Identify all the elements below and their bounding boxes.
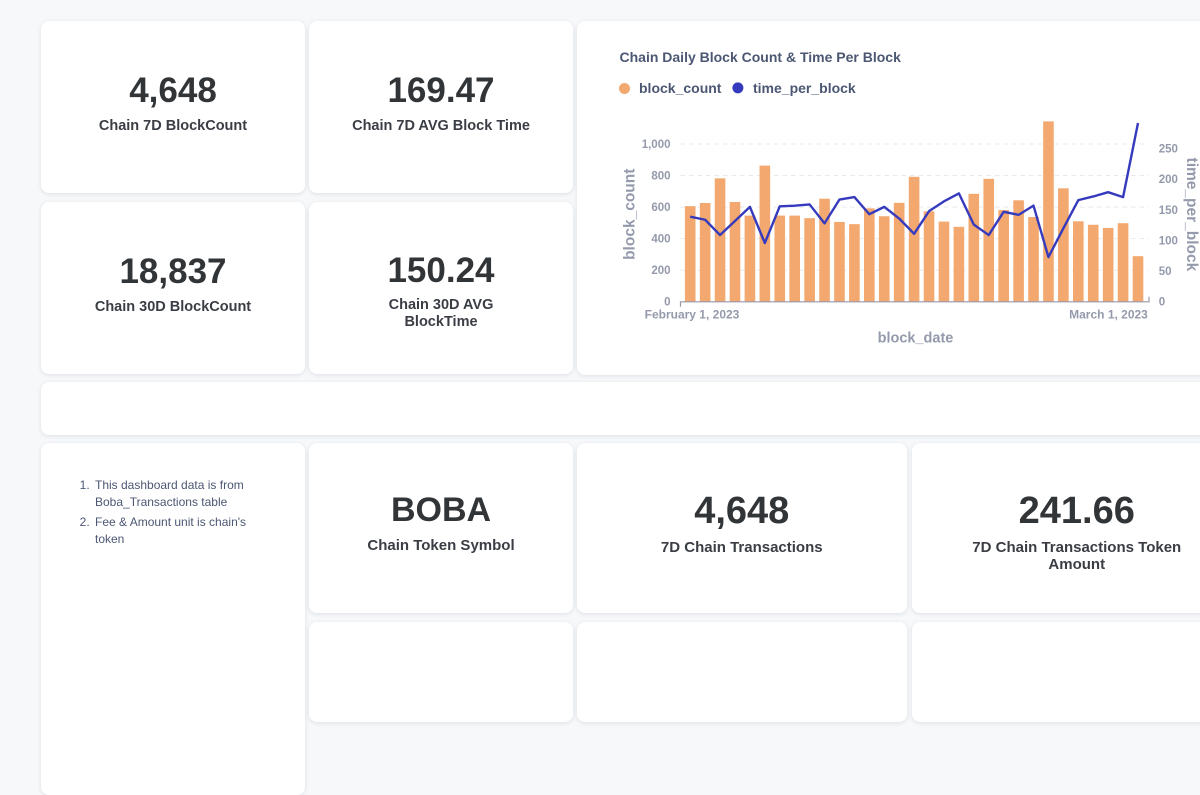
svg-text:block_count: block_count: [639, 79, 722, 95]
svg-text:400: 400: [651, 233, 670, 245]
svg-text:200: 200: [1159, 174, 1178, 186]
svg-text:block_date: block_date: [878, 330, 954, 346]
svg-text:0: 0: [664, 296, 670, 308]
svg-text:150: 150: [1159, 204, 1178, 216]
svg-text:50: 50: [1159, 266, 1172, 278]
svg-text:March 1, 2023: March 1, 2023: [1069, 307, 1148, 321]
svg-text:200: 200: [651, 265, 670, 277]
svg-text:Chain Daily Block Count & Time: Chain Daily Block Count & Time Per Block: [620, 49, 902, 65]
svg-text:February 1, 2023: February 1, 2023: [645, 307, 740, 321]
svg-text:1,000: 1,000: [642, 138, 671, 150]
svg-text:time_per_block: time_per_block: [1183, 157, 1200, 271]
svg-text:800: 800: [651, 170, 670, 182]
svg-text:250: 250: [1159, 143, 1178, 155]
svg-text:600: 600: [651, 201, 670, 213]
svg-text:time_per_block: time_per_block: [753, 79, 856, 95]
svg-text:block_count: block_count: [621, 168, 638, 259]
svg-text:0: 0: [1159, 296, 1165, 308]
svg-text:100: 100: [1159, 235, 1178, 247]
